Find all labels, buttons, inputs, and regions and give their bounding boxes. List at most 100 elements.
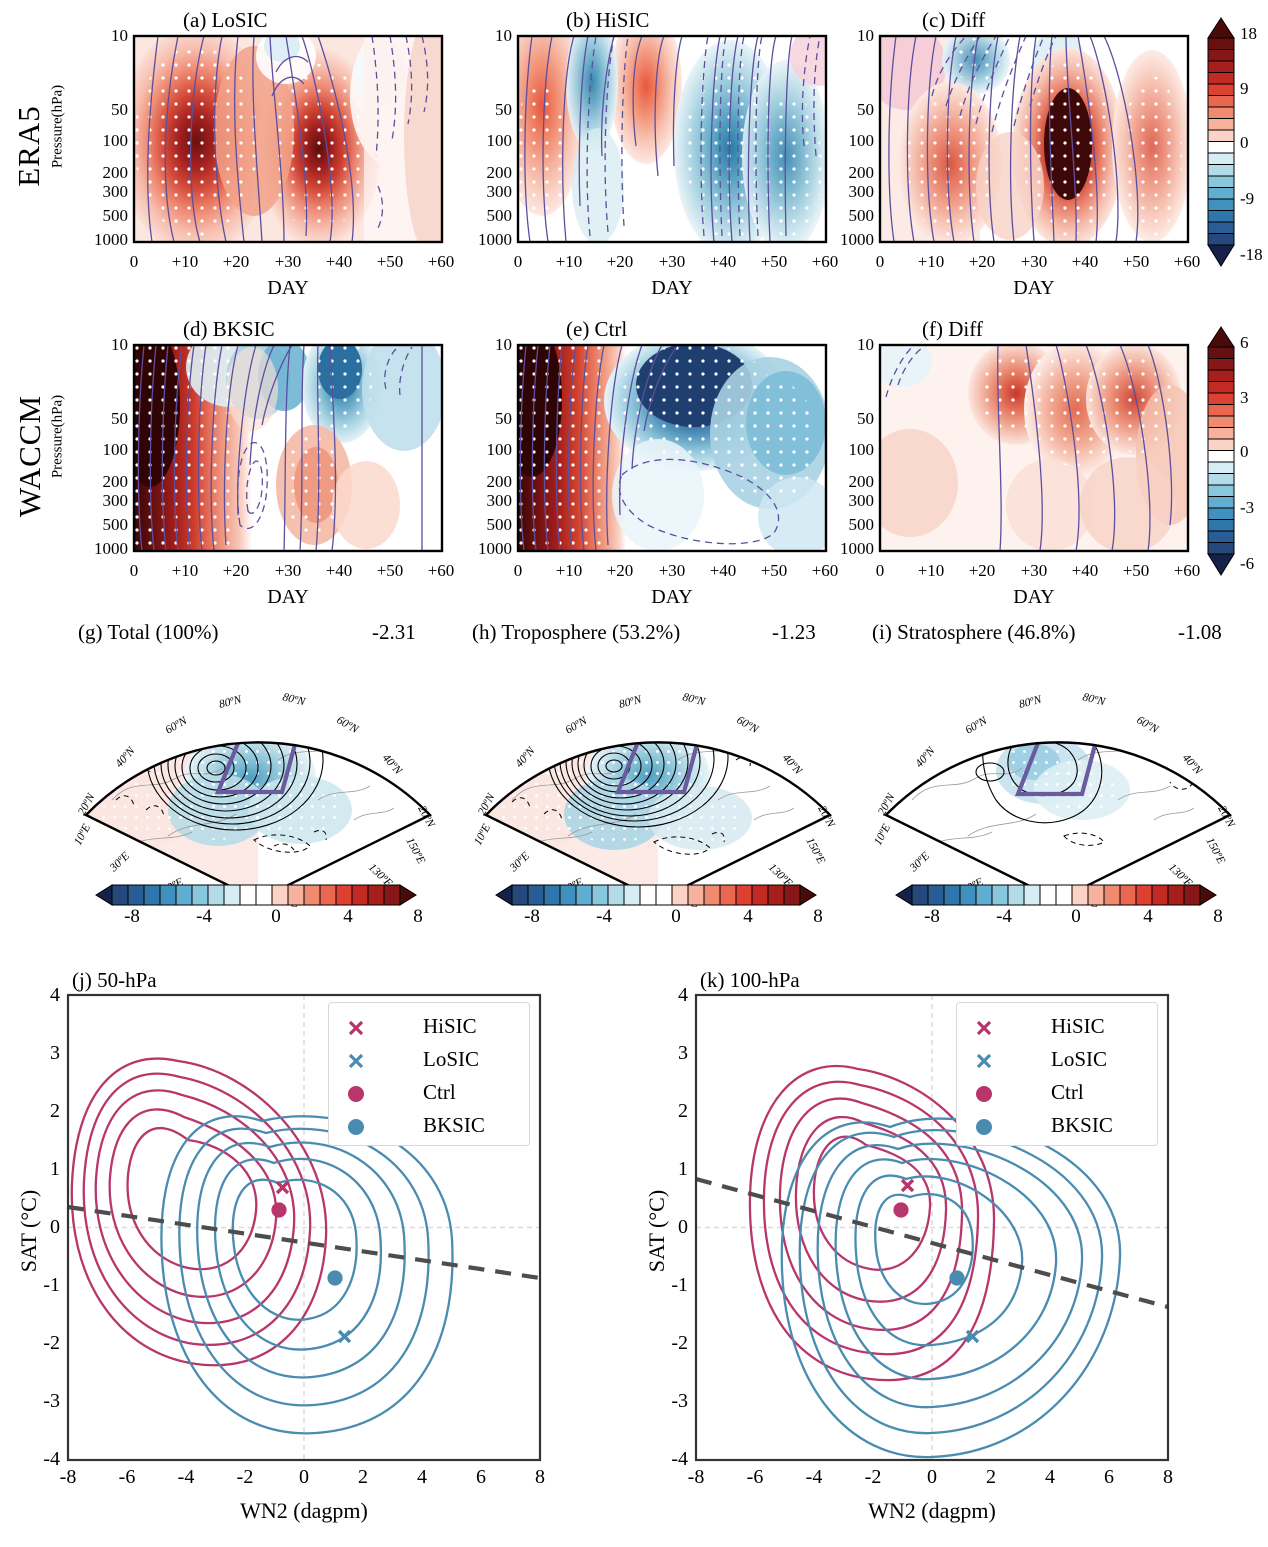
ytick-r1b-300: 300 [486, 182, 513, 201]
svg-text:40ºN: 40ºN [380, 752, 405, 778]
panel-j-plot [66, 993, 542, 1462]
ytick-r1-50: 50 [111, 100, 128, 119]
ytick-k-n2: -2 [671, 1332, 688, 1354]
svg-text:60ºN: 60ºN [735, 714, 762, 736]
map-h: 20ºN 40ºN 60ºN 80ºN 80ºN 60ºN 40ºN 20ºN … [468, 650, 848, 910]
cbtick-i-n8: -8 [924, 906, 940, 927]
legend-label-losic: LoSIC [423, 1047, 480, 1071]
ytick-r1b-50: 50 [495, 100, 512, 119]
xtick-c-30: +30 [1020, 252, 1048, 271]
xaxis-name-f: DAY [1013, 586, 1055, 608]
xtick-a-60: +60 [427, 252, 455, 271]
panel-title-e: (e) Ctrl [566, 317, 628, 341]
xtick-c-60: +60 [1173, 252, 1201, 271]
panel-value-h: -1.23 [772, 620, 816, 644]
cbtick-r1-18: 18 [1240, 24, 1257, 43]
svg-text:80ºN: 80ºN [618, 693, 644, 710]
xtick-j-4: 4 [417, 1466, 427, 1488]
xtick-b-10: +10 [555, 252, 583, 271]
ytick-r2c-50: 50 [857, 409, 874, 428]
legend-icon-x-losic-k [976, 1053, 992, 1069]
legend-label-hisic-k: HiSIC [1051, 1014, 1105, 1038]
xtick-a-10: +10 [171, 252, 199, 271]
legend-icon-x-hisic [348, 1020, 364, 1036]
xtick-e-60: +60 [811, 561, 839, 580]
svg-text:40ºN: 40ºN [113, 744, 138, 770]
svg-text:60ºN: 60ºN [335, 714, 362, 736]
ytick-r1-200: 200 [102, 163, 129, 182]
xtick-c-40: +40 [1071, 252, 1099, 271]
xtick-b-0: 0 [513, 252, 523, 271]
legend-label-ctrl: Ctrl [423, 1080, 456, 1104]
svg-text:40ºN: 40ºN [1180, 752, 1205, 778]
svg-text:10ºE: 10ºE [872, 822, 893, 847]
xtick-a-30: +30 [274, 252, 302, 271]
svg-text:60ºN: 60ºN [164, 714, 191, 736]
xtick-k-n2: -2 [864, 1466, 882, 1488]
legend-label-hisic: HiSIC [423, 1014, 477, 1038]
ytick-r2b-200: 200 [486, 472, 513, 491]
svg-text:40ºN: 40ºN [913, 744, 938, 770]
ytick-j-n3: -3 [43, 1390, 60, 1412]
svg-text:10ºE: 10ºE [472, 822, 493, 847]
ytick-r2-500: 500 [102, 515, 129, 534]
ytick-r1b-500: 500 [486, 206, 513, 225]
panel-value-g: -2.31 [372, 620, 416, 644]
xaxis-name-c: DAY [1013, 277, 1055, 299]
ytick-r2-200: 200 [102, 472, 129, 491]
panel-title-j: (j) 50-hPa [72, 968, 157, 992]
ytick-r2-10: 10 [111, 335, 128, 354]
ytick-r1c-1000: 1000 [840, 230, 874, 249]
xtick-b-50: +50 [760, 252, 788, 271]
xtick-a-0: 0 [129, 252, 139, 271]
cbtick-r1-0: 0 [1240, 133, 1249, 152]
svg-text:60ºN: 60ºN [964, 714, 991, 736]
xtick-k-n8: -8 [687, 1466, 705, 1488]
legend-label-bksic: BKSIC [423, 1113, 485, 1137]
cbtick-i-8: 8 [1213, 906, 1223, 927]
panel-f-plot [878, 343, 1190, 553]
ytick-j-0: 0 [50, 1216, 60, 1238]
xtick-j-8: 8 [535, 1466, 545, 1488]
legend-icon-dot-bksic [348, 1119, 364, 1135]
ytick-r1c-300: 300 [848, 182, 875, 201]
cbtick-g-8: 8 [413, 906, 423, 927]
xaxis-name-j: WN2 (dagpm) [240, 1498, 368, 1523]
colorbar-map-i [895, 884, 1217, 906]
svg-text:80ºN: 80ºN [218, 693, 244, 710]
ytick-k-n4: -4 [671, 1448, 688, 1470]
cbtick-h-n8: -8 [524, 906, 540, 927]
xtick-d-50: +50 [376, 561, 404, 580]
xtick-e-20: +20 [606, 561, 634, 580]
xtick-k-8: 8 [1163, 1466, 1173, 1488]
xtick-a-40: +40 [325, 252, 353, 271]
ytick-r2c-10: 10 [857, 335, 874, 354]
ytick-k-n1: -1 [671, 1274, 688, 1296]
ytick-j-2: 2 [50, 1100, 60, 1122]
xtick-j-n4: -4 [177, 1466, 195, 1488]
xtick-b-40: +40 [709, 252, 737, 271]
cbtick-r2-3: 3 [1240, 388, 1249, 407]
xtick-c-0: 0 [875, 252, 885, 271]
svg-text:150ºE: 150ºE [1203, 836, 1227, 866]
svg-text:60ºN: 60ºN [1135, 714, 1162, 736]
svg-text:60ºN: 60ºN [564, 714, 591, 736]
map-g: 20ºN 40ºN 60ºN 80ºN 80ºN 60ºN 40ºN 20ºN … [68, 650, 448, 910]
xtick-j-n6: -6 [118, 1466, 136, 1488]
xtick-j-0: 0 [299, 1466, 309, 1488]
legend-icon-x-losic [348, 1053, 364, 1069]
svg-text:150ºE: 150ºE [803, 836, 827, 866]
xaxis-name-b: DAY [651, 277, 693, 299]
legend-k[interactable]: HiSIC LoSIC Ctrl BKSIC [956, 1002, 1158, 1146]
ytick-r1c-200: 200 [848, 163, 875, 182]
marker-group-k [893, 1178, 980, 1344]
ytick-r2b-50: 50 [495, 409, 512, 428]
xtick-f-40: +40 [1071, 561, 1099, 580]
xtick-j-n2: -2 [236, 1466, 254, 1488]
cbtick-r1-n9: -9 [1240, 189, 1255, 208]
ytick-r2c-500: 500 [848, 515, 875, 534]
panel-a-plot [132, 34, 444, 244]
legend-icon-dot-bksic-k [976, 1119, 992, 1135]
legend-j[interactable]: HiSIC LoSIC Ctrl BKSIC [328, 1002, 530, 1146]
svg-text:30ºE: 30ºE [507, 850, 532, 875]
